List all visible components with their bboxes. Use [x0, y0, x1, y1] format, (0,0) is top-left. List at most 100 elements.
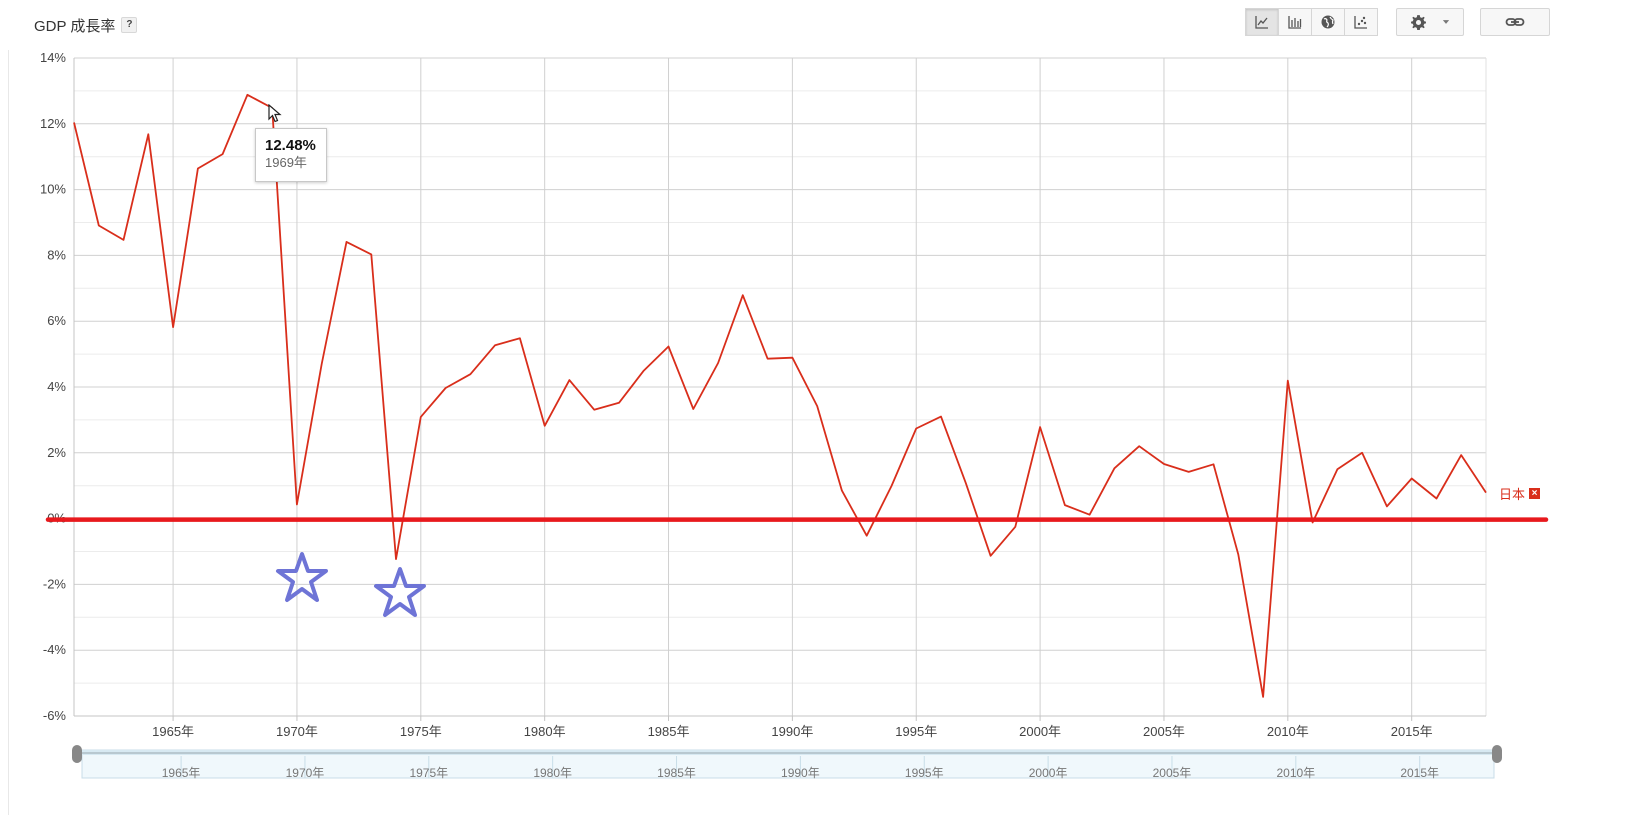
- timeline-label: 1970年: [286, 766, 325, 780]
- timeline-end-handle[interactable]: [1492, 745, 1502, 763]
- data-point: [1335, 467, 1339, 471]
- y-tick-label: -2%: [43, 576, 67, 591]
- x-tick-label: 1965年: [152, 724, 194, 739]
- tooltip-value: 12.48%: [265, 137, 316, 154]
- y-tick-label: 8%: [47, 247, 66, 262]
- data-point: [865, 534, 869, 538]
- data-point: [146, 132, 150, 136]
- remove-series-icon[interactable]: ×: [1529, 488, 1541, 499]
- data-point: [939, 415, 943, 419]
- star-icon: [276, 552, 328, 602]
- chart-header: GDP 成長率 ?: [34, 14, 138, 36]
- x-tick-label: 2005年: [1143, 724, 1185, 739]
- bar-chart-icon: [1288, 16, 1302, 29]
- data-point: [617, 401, 621, 405]
- data-point: [444, 386, 448, 390]
- y-tick-label: 2%: [47, 445, 66, 460]
- data-point: [171, 325, 175, 329]
- settings-button[interactable]: [1396, 8, 1464, 36]
- timeline-label: 2010年: [1276, 766, 1315, 780]
- data-point: [815, 404, 819, 408]
- data-point: [1063, 503, 1067, 507]
- data-point: [122, 238, 126, 242]
- data-point: [989, 554, 993, 558]
- timeline-label: 1980年: [533, 766, 572, 780]
- globe-map-icon: [1321, 15, 1335, 29]
- timeline-label: 1985年: [657, 766, 696, 780]
- data-point: [1261, 695, 1265, 699]
- x-tick-label: 1995年: [895, 724, 937, 739]
- scatter-chart-icon: [1354, 16, 1367, 29]
- x-tick-label: 1990年: [771, 724, 813, 739]
- timeline-label: 1965年: [162, 766, 201, 780]
- y-tick-label: -6%: [43, 708, 67, 723]
- data-point: [1410, 476, 1414, 480]
- y-tick-label: 14%: [40, 50, 66, 65]
- data-point: [914, 426, 918, 430]
- gear-icon: [1410, 14, 1426, 30]
- scatter-chart-button[interactable]: [1344, 8, 1378, 36]
- data-point: [840, 489, 844, 493]
- data-point: [964, 481, 968, 485]
- data-point: [1434, 497, 1438, 501]
- data-point: [1459, 453, 1463, 457]
- timeline-label: 1995年: [905, 766, 944, 780]
- link-button[interactable]: [1480, 8, 1550, 36]
- data-point: [1385, 504, 1389, 508]
- x-tick-label: 2015年: [1391, 724, 1433, 739]
- x-tick-label: 1975年: [400, 724, 442, 739]
- data-point: [344, 240, 348, 244]
- timeline-start-handle[interactable]: [72, 745, 82, 763]
- data-point: [667, 345, 671, 349]
- data-point: [1137, 444, 1141, 448]
- series-name: 日本: [1499, 487, 1526, 502]
- data-point: [741, 293, 745, 297]
- data-point: [1212, 462, 1216, 466]
- data-point: [419, 415, 423, 419]
- y-tick-label: 10%: [40, 182, 66, 197]
- data-point: [567, 378, 571, 382]
- data-point: [97, 223, 101, 227]
- data-point: [72, 120, 76, 124]
- data-point: [642, 369, 646, 373]
- series-label[interactable]: 日本 ×: [1499, 484, 1541, 503]
- chart-type-toolbar: [1245, 8, 1378, 38]
- line-chart-icon: [1255, 16, 1268, 29]
- data-point: [1236, 552, 1240, 556]
- chart-title: GDP 成長率: [34, 17, 116, 35]
- data-point: [766, 357, 770, 361]
- data-point: [1162, 462, 1166, 466]
- timeline-label: 2000年: [1029, 766, 1068, 780]
- tooltip-year: 1969年: [265, 155, 307, 170]
- data-point: [518, 336, 522, 340]
- y-tick-label: 4%: [47, 379, 66, 394]
- settings-toolbar: [1396, 8, 1464, 38]
- star-icon: [374, 567, 426, 617]
- timeline-label: 1975年: [409, 766, 448, 780]
- data-point: [245, 93, 249, 97]
- help-button[interactable]: ?: [121, 17, 138, 33]
- data-point: [196, 167, 200, 171]
- data-point: [592, 408, 596, 412]
- data-point: [295, 502, 299, 506]
- data-point: [493, 343, 497, 347]
- timeline-label: 2005年: [1153, 766, 1192, 780]
- data-point: [1013, 525, 1017, 529]
- timeline-label: 1990年: [781, 766, 820, 780]
- left-panel-edge: [0, 50, 9, 815]
- value-tooltip: 12.48% 1969年: [255, 128, 327, 182]
- data-point: [221, 152, 225, 156]
- x-tick-label: 2010年: [1267, 724, 1309, 739]
- bar-chart-button[interactable]: [1278, 8, 1312, 36]
- data-point: [320, 362, 324, 366]
- link-icon: [1505, 18, 1525, 26]
- x-tick-label: 1985年: [648, 724, 690, 739]
- y-tick-label: 12%: [40, 116, 66, 131]
- line-chart-button[interactable]: [1245, 8, 1279, 36]
- y-tick-label: -4%: [43, 642, 67, 657]
- y-tick-label: 6%: [47, 313, 66, 328]
- data-point: [1360, 451, 1364, 455]
- data-point: [889, 484, 893, 488]
- data-point: [1187, 470, 1191, 474]
